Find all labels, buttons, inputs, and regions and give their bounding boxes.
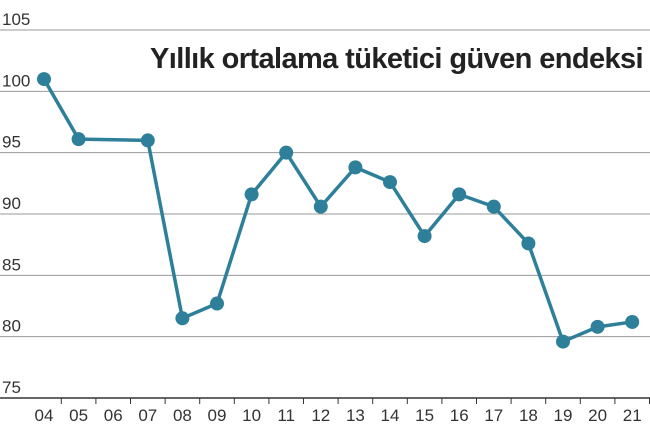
x-tick-label: 04	[35, 406, 54, 425]
data-point-17	[486, 199, 501, 214]
data-point-04	[37, 72, 51, 87]
data-point-20	[590, 319, 605, 334]
gridlines	[0, 29, 650, 338]
data-point-14	[383, 175, 397, 190]
data-point-18	[521, 236, 536, 251]
data-point-09	[210, 296, 224, 311]
x-tick-label: 13	[346, 406, 365, 425]
y-tick-label: 90	[2, 194, 21, 213]
data-point-08	[175, 311, 190, 326]
x-tick-label: 21	[623, 406, 642, 425]
series-layer	[37, 72, 640, 349]
x-tick-label: 16	[450, 406, 469, 425]
y-tick-label: 80	[2, 317, 21, 336]
x-tick-label: 17	[484, 406, 503, 425]
x-tick-label: 05	[69, 406, 88, 425]
data-point-13	[348, 160, 363, 175]
series-line	[42, 77, 634, 344]
y-tick-label: 85	[2, 255, 21, 274]
y-tick-label: 95	[2, 133, 21, 152]
x-tick-label: 08	[173, 406, 192, 425]
x-tick-label: 06	[104, 406, 123, 425]
y-tick-label: 75	[2, 378, 21, 397]
x-tick-label: 12	[311, 406, 330, 425]
x-tick-label: 11	[277, 406, 295, 425]
data-point-12	[313, 199, 328, 214]
data-point-21	[625, 314, 640, 329]
data-point-16	[452, 187, 467, 202]
y-axis-ticks: 75 80 85 90 95 100 105	[2, 10, 30, 397]
data-point-07	[140, 133, 155, 148]
x-tick-label: 09	[208, 406, 227, 425]
x-axis-ticks: 04 05 06 07 08 09 10 11 12 13 14 15 16 17 18 19 20 21	[35, 398, 650, 425]
x-tick-label: 20	[588, 406, 607, 425]
data-point-11	[279, 145, 294, 160]
x-tick-label: 07	[138, 406, 157, 425]
data-point-10	[244, 187, 259, 202]
x-tick-label: 10	[242, 406, 261, 425]
data-point-19	[556, 334, 570, 349]
y-tick-label: 100	[2, 71, 30, 90]
x-tick-label: 19	[554, 406, 573, 425]
data-point-05	[71, 132, 86, 147]
data-point-15	[417, 229, 432, 244]
y-tick-label: 105	[2, 10, 30, 29]
x-tick-label: 15	[415, 406, 434, 425]
x-tick-label: 14	[381, 406, 400, 425]
chart-title: Yıllık ortalama tüketici güven endeksi	[150, 43, 643, 75]
x-tick-label: 18	[519, 406, 538, 425]
title-background	[88, 36, 650, 78]
